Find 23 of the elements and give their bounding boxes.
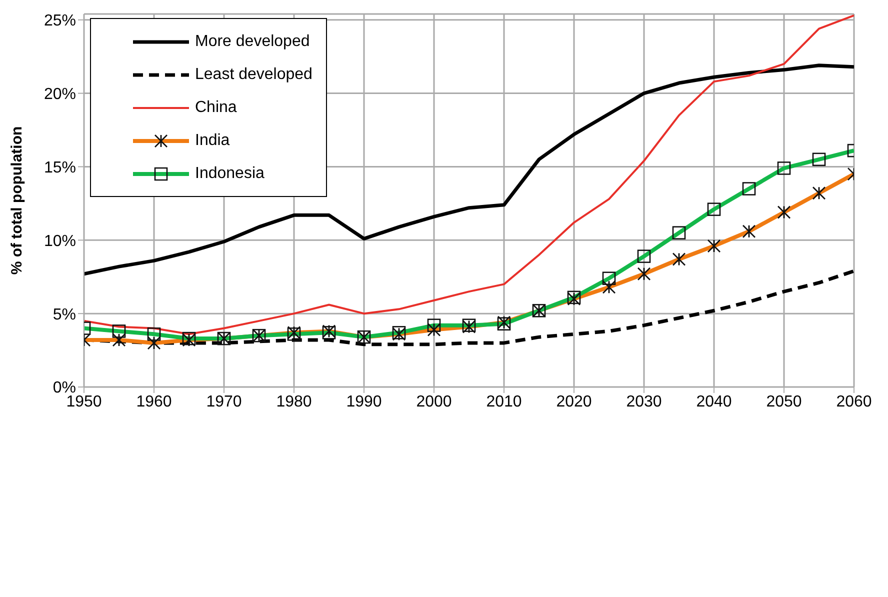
x-tick-label: 2030: [626, 393, 662, 410]
legend-label: Indonesia: [195, 164, 264, 182]
x-tick-label: 1980: [276, 393, 312, 410]
y-tick-label: 20%: [44, 86, 76, 103]
x-tick-label: 1990: [346, 393, 382, 410]
legend-label: China: [195, 98, 237, 116]
x-tick-label: 2040: [696, 393, 732, 410]
y-tick-label: 25%: [44, 12, 76, 30]
legend-label: More developed: [195, 32, 310, 50]
x-tick-label: 2050: [766, 393, 802, 410]
y-axis-title: % of total population: [8, 126, 26, 275]
x-tick-label: 2060: [836, 393, 872, 410]
y-tick-label: 15%: [44, 159, 76, 176]
x-tick-label: 2020: [556, 393, 592, 410]
legend-label: India: [195, 132, 230, 150]
y-tick-label: 5%: [52, 306, 76, 324]
x-tick-label: 2010: [486, 393, 522, 410]
x-tick-label: 1970: [206, 393, 242, 410]
x-tick-label: 2000: [416, 393, 452, 410]
legend-label: Least developed: [195, 66, 312, 84]
y-tick-label: 10%: [44, 232, 76, 250]
x-tick-label: 1960: [136, 393, 172, 410]
point: [147, 336, 161, 350]
